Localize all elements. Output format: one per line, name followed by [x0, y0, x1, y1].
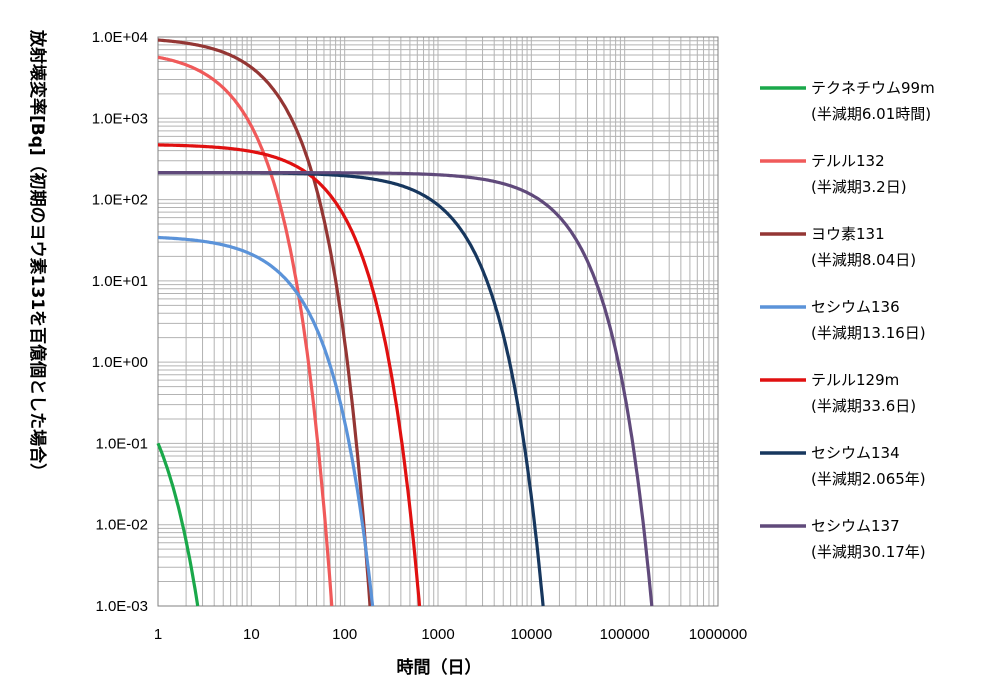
x-tick-label: 1: [154, 626, 162, 643]
y-tick-label: 1.0E+03: [92, 110, 148, 127]
legend-half-life: (半減期6.01時間): [811, 105, 931, 123]
legend-half-life: (半減期8.04日): [811, 251, 916, 269]
series-line: [157, 235, 375, 607]
series-line: [157, 171, 654, 607]
legend-half-life: (半減期2.065年): [811, 470, 926, 488]
y-axis-ticks: 1.0E+04 1.0E+03 1.0E+02 1.0E+01 1.0E+00 1.0E-…: [92, 29, 148, 615]
x-axis-label: 時間（日）: [397, 657, 482, 678]
y-tick-label: 1.0E+01: [92, 273, 148, 290]
series-line: [157, 55, 334, 607]
x-tick-label: 10: [243, 626, 260, 643]
y-tick-label: 1.0E+02: [92, 192, 148, 209]
x-tick-label: 10000: [510, 626, 552, 643]
legend-half-life: (半減期33.6日): [811, 397, 916, 415]
legend-half-life: (半減期13.16日): [811, 324, 926, 342]
legend-label: セシウム134: [811, 444, 900, 462]
series-line: [157, 143, 422, 607]
legend-label: テルル129m: [811, 371, 899, 389]
series-layer: [156, 38, 654, 607]
legend-label: セシウム136: [811, 298, 900, 316]
series-line: [157, 38, 372, 607]
x-axis-ticks: 1 10 100 1000 10000 100000 1000000: [154, 626, 747, 643]
legend: テクネチウム99m (半減期6.01時間) テルル132 (半減期3.2日) ヨウ素13…: [760, 79, 935, 561]
y-tick-label: 1.0E-03: [95, 598, 148, 615]
x-tick-label: 1000000: [689, 626, 747, 643]
legend-label: テクネチウム99m: [811, 79, 935, 97]
x-tick-label: 1000: [421, 626, 454, 643]
y-axis-label: 放射壊変率[Bq]（初期のヨウ素131を百億個とした場合）: [27, 29, 48, 480]
y-tick-label: 1.0E+04: [92, 29, 148, 46]
legend-label: テルル132: [811, 152, 885, 170]
y-tick-label: 1.0E-01: [95, 435, 148, 452]
x-tick-label: 100000: [600, 626, 650, 643]
legend-half-life: (半減期3.2日): [811, 178, 907, 196]
y-tick-label: 1.0E+00: [92, 354, 148, 371]
series-line: [156, 442, 200, 607]
grid: [157, 37, 718, 607]
legend-label: セシウム137: [811, 517, 900, 535]
x-tick-label: 100: [332, 626, 357, 643]
legend-label: ヨウ素131: [811, 225, 885, 243]
plot-frame: [157, 36, 719, 607]
y-tick-label: 1.0E-02: [95, 517, 148, 534]
legend-half-life: (半減期30.17年): [811, 543, 926, 561]
